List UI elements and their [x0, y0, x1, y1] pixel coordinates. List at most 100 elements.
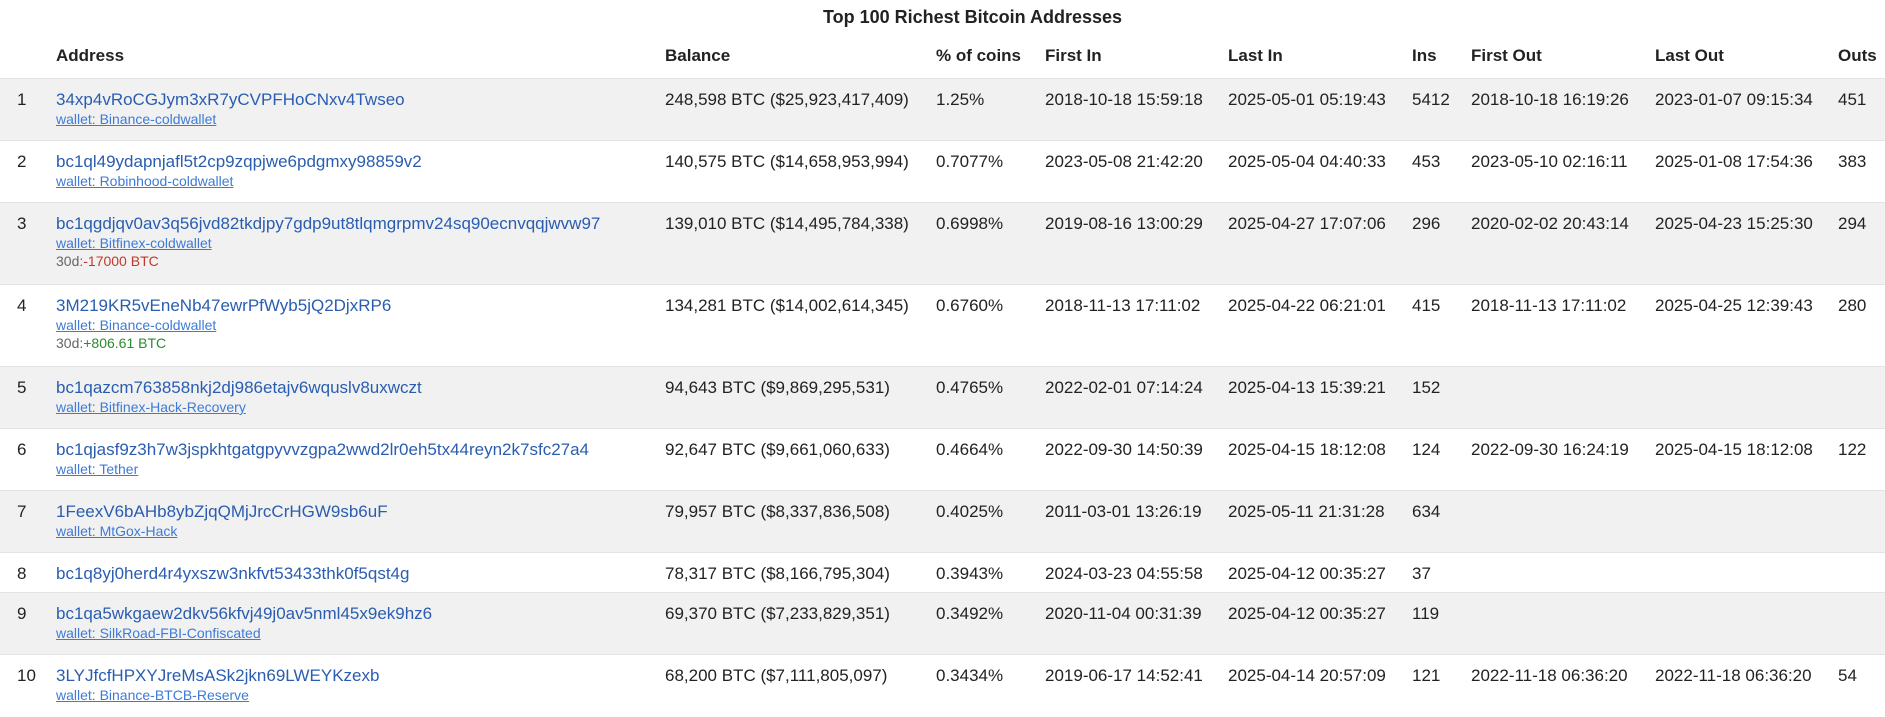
balance-cell: 139,010 BTC ($14,495,784,338) [665, 202, 936, 285]
ins-value: 5412 [1412, 90, 1450, 109]
address-link[interactable]: bc1qjasf9z3h7w3jspkhtgatgpyvvzgpa2wwd2lr… [56, 440, 590, 459]
last-out-header[interactable]: Last Out [1655, 32, 1838, 79]
last-out-value: 2025-01-08 17:54:36 [1655, 152, 1813, 171]
first-out-cell: 2018-10-18 16:19:26 [1471, 78, 1655, 141]
outs-value [1838, 491, 1885, 502]
rank-value: 4 [17, 296, 27, 315]
first-in-cell: 2018-10-18 15:59:18 [1045, 78, 1228, 141]
rank-cell: 4 [0, 284, 56, 367]
first-in-value: 2022-09-30 14:50:39 [1045, 440, 1203, 459]
first-in-cell: 2023-05-08 21:42:20 [1045, 140, 1228, 203]
address-link[interactable]: bc1qgdjqv0av3q56jvd82tkdjpy7gdp9ut8tlqmg… [56, 214, 601, 233]
wallet-label[interactable]: wallet: Binance-coldwallet [56, 111, 217, 127]
address-link[interactable]: 34xp4vRoCGJym3xR7yCVPFHoCNxv4Twseo [56, 90, 405, 109]
percent-header[interactable]: % of coins [936, 32, 1045, 79]
balance-value: 139,010 BTC ($14,495,784,338) [665, 214, 909, 233]
balance-value: 92,647 BTC ($9,661,060,633) [665, 440, 890, 459]
first-out-cell [1471, 592, 1655, 655]
outs-value: 280 [1838, 296, 1867, 315]
outs-header[interactable]: Outs [1838, 32, 1885, 79]
address-link[interactable]: 1FeexV6bAHb8ybZjqQMjJrcCrHGW9sb6uF [56, 502, 388, 521]
address-cell: bc1qazcm763858nkj2dj986etajv6wquslv8uxwc… [56, 366, 665, 429]
percent-value: 0.6760% [936, 296, 1004, 315]
table-row: 10 3LYJfcfHPXYJreMsASk2jkn69LWEYKzexb wall… [0, 654, 1885, 717]
address-cell: bc1qjasf9z3h7w3jspkhtgatgpyvvzgpa2wwd2lr… [56, 428, 665, 491]
first-out-value [1471, 367, 1655, 378]
first-in-value: 2011-03-01 13:26:19 [1045, 502, 1202, 521]
table-body: 1 34xp4vRoCGJym3xR7yCVPFHoCNxv4Twseo walle… [0, 78, 1885, 717]
change-30d-prefix: 30d: [56, 253, 84, 269]
change-30d: 30d:+806.61 BTC [56, 334, 665, 352]
first-out-value [1471, 593, 1655, 604]
balance-value: 78,317 BTC ($8,166,795,304) [665, 564, 890, 583]
last-out-value [1655, 367, 1838, 378]
last-in-value: 2025-05-04 04:40:33 [1228, 152, 1386, 171]
ins-value: 119 [1412, 604, 1440, 623]
rank-cell: 5 [0, 366, 56, 429]
ins-cell: 119 [1412, 592, 1471, 655]
balance-cell: 140,575 BTC ($14,658,953,994) [665, 140, 936, 203]
address-cell: 3LYJfcfHPXYJreMsASk2jkn69LWEYKzexb wallet… [56, 654, 665, 717]
balance-value: 69,370 BTC ($7,233,829,351) [665, 604, 890, 623]
last-in-cell: 2025-05-01 05:19:43 [1228, 78, 1412, 141]
address-link[interactable]: bc1qazcm763858nkj2dj986etajv6wquslv8uxwc… [56, 378, 422, 397]
first-in-cell: 2022-09-30 14:50:39 [1045, 428, 1228, 491]
last-out-value: 2025-04-25 12:39:43 [1655, 296, 1813, 315]
percent-cell: 0.7077% [936, 140, 1045, 203]
last-in-cell: 2025-05-11 21:31:28 [1228, 490, 1412, 553]
ins-value: 121 [1412, 666, 1441, 685]
table-row: 5 bc1qazcm763858nkj2dj986etajv6wquslv8uxw… [0, 366, 1885, 429]
ins-cell: 37 [1412, 552, 1471, 593]
wallet-label[interactable]: wallet: SilkRoad-FBI-Confiscated [56, 625, 261, 641]
table-row: 7 1FeexV6bAHb8ybZjqQMjJrcCrHGW9sb6uF walle… [0, 490, 1885, 553]
wallet-label[interactable]: wallet: Robinhood-coldwallet [56, 173, 234, 189]
address-link[interactable]: bc1q8yj0herd4r4yxszw3nkfvt53433thk0f5qst… [56, 564, 410, 583]
change-30d-value: +806.61 BTC [83, 335, 167, 351]
address-cell: bc1ql49ydapnjafl5t2cp9zqpjwe6pdgmxy98859… [56, 140, 665, 203]
percent-value: 0.4664% [936, 440, 1004, 459]
ins-value: 37 [1412, 564, 1431, 583]
ins-header[interactable]: Ins [1412, 32, 1471, 79]
first-in-value: 2018-10-18 15:59:18 [1045, 90, 1203, 109]
percent-cell: 0.4765% [936, 366, 1045, 429]
wallet-label[interactable]: wallet: MtGox-Hack [56, 523, 178, 539]
first-out-value: 2022-09-30 16:24:19 [1471, 440, 1629, 459]
percent-value: 0.4765% [936, 378, 1004, 397]
balance-cell: 92,647 BTC ($9,661,060,633) [665, 428, 936, 491]
address-cell: 3M219KR5vEneNb47ewrPfWyb5jQ2DjxRP6 wallet… [56, 284, 665, 367]
last-in-value: 2025-04-13 15:39:21 [1228, 378, 1386, 397]
balance-cell: 248,598 BTC ($25,923,417,409) [665, 78, 936, 141]
balance-header[interactable]: Balance [665, 32, 936, 79]
address-link[interactable]: 3M219KR5vEneNb47ewrPfWyb5jQ2DjxRP6 [56, 296, 392, 315]
outs-cell: 451 [1838, 78, 1885, 141]
last-in-value: 2025-04-12 00:35:27 [1228, 604, 1386, 623]
wallet-label[interactable]: wallet: Bitfinex-Hack-Recovery [56, 399, 246, 415]
last-in-header[interactable]: Last In [1228, 32, 1412, 79]
address-link[interactable]: bc1ql49ydapnjafl5t2cp9zqpjwe6pdgmxy98859… [56, 152, 422, 171]
last-out-cell [1655, 552, 1838, 593]
address-header[interactable]: Address [56, 32, 665, 79]
wallet-label[interactable]: wallet: Tether [56, 461, 139, 477]
rank-value: 6 [17, 440, 27, 459]
wallet-label[interactable]: wallet: Bitfinex-coldwallet [56, 235, 212, 251]
change-30d-value: -17000 BTC [83, 253, 159, 269]
first-out-cell: 2018-11-13 17:11:02 [1471, 284, 1655, 367]
wallet-label[interactable]: wallet: Binance-BTCB-Reserve [56, 687, 249, 703]
address-link[interactable]: 3LYJfcfHPXYJreMsASk2jkn69LWEYKzexb [56, 666, 380, 685]
address-link[interactable]: bc1qa5wkgaew2dkv56kfvj49j0av5nml45x9ek9h… [56, 604, 433, 623]
ins-cell: 415 [1412, 284, 1471, 367]
ins-cell: 124 [1412, 428, 1471, 491]
percent-cell: 1.25% [936, 78, 1045, 141]
table-header: Address Balance % of coins First In Last… [0, 32, 1885, 79]
last-in-cell: 2025-04-27 17:07:06 [1228, 202, 1412, 285]
first-in-value: 2024-03-23 04:55:58 [1045, 564, 1203, 583]
percent-value: 0.3492% [936, 604, 1004, 623]
last-out-cell: 2025-04-25 12:39:43 [1655, 284, 1838, 367]
balance-value: 68,200 BTC ($7,111,805,097) [665, 666, 888, 685]
balance-value: 79,957 BTC ($8,337,836,508) [665, 502, 890, 521]
ins-cell: 634 [1412, 490, 1471, 553]
first-out-header[interactable]: First Out [1471, 32, 1655, 79]
ins-value: 296 [1412, 214, 1441, 233]
wallet-label[interactable]: wallet: Binance-coldwallet [56, 317, 217, 333]
first-in-header[interactable]: First In [1045, 32, 1228, 79]
